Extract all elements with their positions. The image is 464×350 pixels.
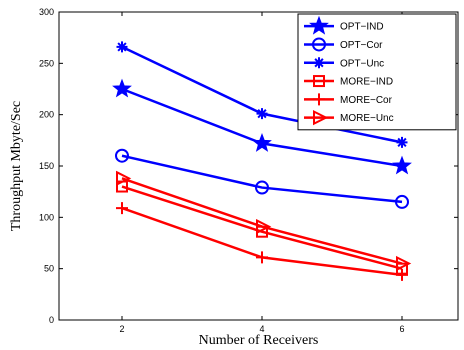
- data-point-opt-ind: [112, 78, 132, 98]
- y-tick-label: 300: [39, 7, 54, 17]
- series-more-unc: [116, 170, 412, 272]
- data-point-more-cor: [116, 202, 128, 215]
- series-opt-ind: [112, 78, 412, 175]
- data-point-opt-ind: [252, 132, 272, 152]
- legend-marker-more-unc: [313, 110, 329, 126]
- series-line-more-unc: [121, 177, 403, 265]
- data-point-opt-unc: [116, 41, 128, 53]
- y-tick-label: 50: [44, 264, 54, 274]
- series-line-opt-cor: [121, 154, 403, 204]
- legend-label-opt-cor: OPT−Cor: [340, 40, 383, 51]
- legend-marker-more-ind: [313, 75, 325, 88]
- legend-item-opt-cor: OPT−Cor: [304, 37, 383, 52]
- legend-item-opt-unc: OPT−Unc: [304, 57, 384, 69]
- legend-marker-more-cor: [313, 93, 325, 106]
- legend-marker-opt-unc: [313, 57, 325, 69]
- legend-label-opt-unc: OPT−Unc: [340, 58, 384, 69]
- x-tick-label: 4: [259, 324, 264, 334]
- series-more-cor: [116, 202, 408, 281]
- legend-marker-opt-cor: [312, 37, 326, 52]
- legend-item-more-unc: MORE−Unc: [304, 110, 394, 126]
- series-opt-cor: [115, 148, 409, 209]
- legend-item-more-ind: MORE−IND: [304, 75, 393, 88]
- data-point-more-unc: [396, 255, 412, 272]
- y-tick-label: 250: [39, 58, 54, 68]
- data-point-more-cor: [256, 251, 268, 264]
- legend-label-more-cor: MORE−Cor: [340, 95, 393, 106]
- y-tick-label: 0: [49, 315, 54, 325]
- data-point-more-unc: [116, 170, 132, 186]
- data-point-opt-unc: [256, 108, 268, 120]
- y-tick-label: 200: [39, 110, 54, 120]
- series-line-more-ind: [121, 185, 403, 270]
- data-point-opt-cor: [395, 194, 409, 209]
- data-point-more-cor: [396, 268, 408, 281]
- data-point-opt-unc: [396, 136, 408, 148]
- data-point-opt-ind: [392, 155, 412, 175]
- axis-ticks: 2 4 6 0 50 100 150 200 250 300: [39, 7, 458, 334]
- y-tick-label: 150: [39, 161, 54, 171]
- legend-item-more-cor: MORE−Cor: [304, 93, 393, 106]
- legend: OPT−IND OPT−Cor OPT−Unc MORE−IND MORE−Cor MOR…: [297, 13, 457, 131]
- plot-area: [112, 41, 412, 281]
- y-tick-label: 100: [39, 212, 54, 222]
- legend-marker-opt-ind: [309, 15, 329, 35]
- legend-label-more-ind: MORE−IND: [340, 77, 393, 88]
- legend-label-opt-ind: OPT−IND: [340, 22, 384, 33]
- data-point-more-unc: [256, 218, 272, 235]
- x-tick-label: 2: [119, 324, 124, 334]
- series-opt-unc: [116, 41, 408, 148]
- y-axis-label: Throughput Mbyte/Sec: [9, 101, 24, 231]
- x-tick-label: 6: [399, 324, 404, 334]
- legend-item-opt-ind: OPT−IND: [304, 15, 384, 35]
- data-point-opt-cor: [255, 180, 269, 195]
- data-point-opt-cor: [115, 148, 129, 163]
- legend-label-more-unc: MORE−Unc: [340, 113, 394, 124]
- x-axis-label: Number of Receivers: [199, 333, 319, 348]
